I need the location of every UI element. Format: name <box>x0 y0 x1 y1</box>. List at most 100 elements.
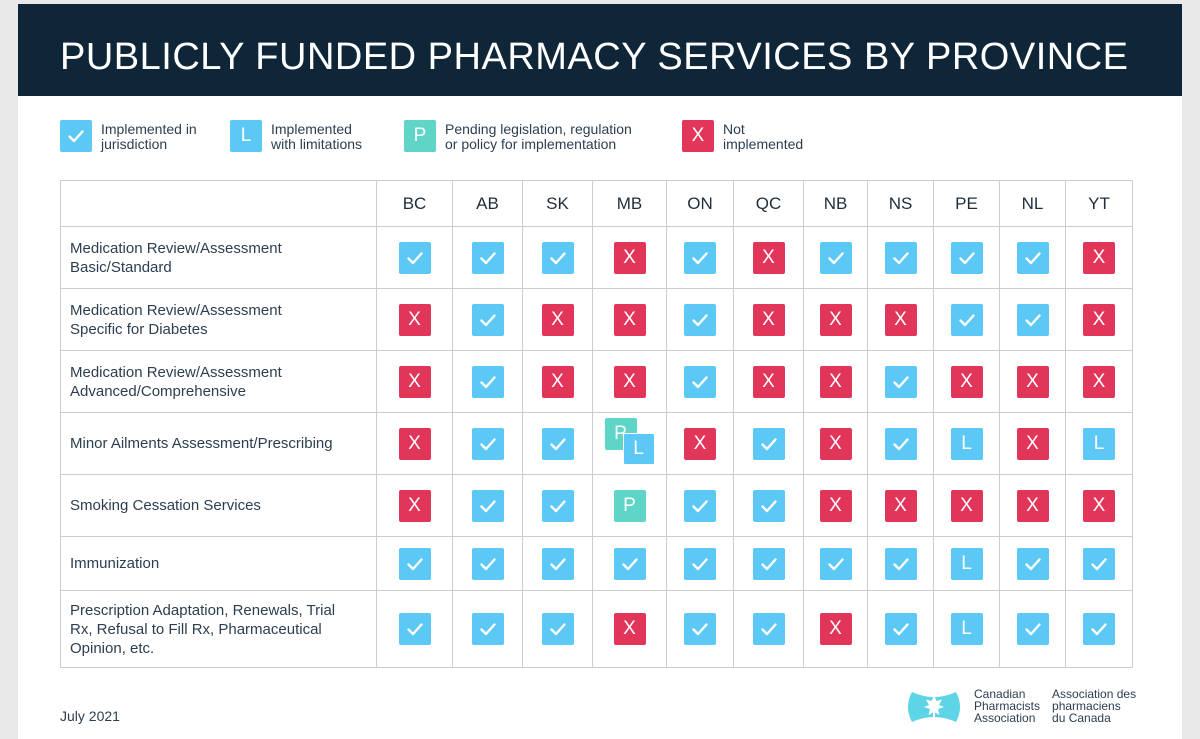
status-cell: X <box>592 288 667 351</box>
status-cell: X <box>999 412 1066 475</box>
status-cell <box>666 288 734 351</box>
status-cell: L <box>933 590 1000 668</box>
logo-text-french: Association des pharmaciens du Canada <box>1052 688 1136 724</box>
not-implemented-icon: X <box>819 365 852 398</box>
checkmark-icon <box>613 547 646 580</box>
status-cell <box>1065 536 1133 591</box>
status-cell <box>452 474 523 537</box>
not-implemented-icon: X <box>398 365 431 398</box>
service-name-line: Prescription Adaptation, Renewals, Trial <box>70 601 336 619</box>
table-row: Minor Ailments Assessment/Prescribing X P L… <box>60 412 1133 475</box>
status-cell <box>666 226 734 289</box>
not-implemented-icon: X <box>1083 489 1115 522</box>
not-implemented-icon: X <box>884 489 917 522</box>
not-implemented-icon: X <box>684 427 716 460</box>
status-cell <box>452 412 523 475</box>
service-name-line: Rx, Refusal to Fill Rx, Pharmaceutical <box>70 620 322 638</box>
checkmark-icon <box>1016 303 1049 336</box>
checkmark-icon <box>471 241 504 274</box>
status-cell <box>522 590 593 668</box>
status-cell <box>867 226 934 289</box>
checkmark-icon <box>471 489 504 522</box>
checkmark-icon <box>684 489 716 522</box>
checkmark-icon <box>884 547 917 580</box>
checkmark-icon <box>752 427 785 460</box>
status-cell: X <box>522 288 593 351</box>
province-header: NL <box>999 180 1066 227</box>
status-cell: X <box>592 590 667 668</box>
cpha-logo: Canadian Pharmacists Association Associa… <box>904 688 1148 726</box>
status-cell: X <box>803 288 868 351</box>
limitations-icon: L <box>230 120 262 152</box>
limitations-icon: L <box>950 427 983 460</box>
status-cell <box>999 288 1066 351</box>
province-header: PE <box>933 180 1000 227</box>
legend-item: X Not implemented <box>682 120 803 152</box>
status-cell <box>1065 590 1133 668</box>
not-implemented-icon: X <box>950 489 983 522</box>
limitations-icon: L <box>1083 427 1115 460</box>
not-implemented-icon: X <box>950 365 983 398</box>
status-cell: X <box>592 350 667 413</box>
not-implemented-icon: X <box>1083 241 1115 274</box>
service-name: Immunization <box>60 536 377 591</box>
service-name-line: Immunization <box>70 555 160 572</box>
checkmark-icon <box>1016 613 1049 645</box>
status-cell <box>666 350 734 413</box>
not-implemented-icon: X <box>613 241 646 274</box>
status-cell <box>522 474 593 537</box>
status-cell: X <box>376 288 453 351</box>
status-cell: X <box>733 226 804 289</box>
status-cell: X <box>999 350 1066 413</box>
status-cell <box>933 226 1000 289</box>
logo-text-line: Association <box>974 711 1036 725</box>
status-cell: X <box>867 288 934 351</box>
legend-label-line: Not <box>723 121 745 137</box>
maple-leaf-logo-icon <box>904 688 964 726</box>
status-cell <box>452 226 523 289</box>
checkmark-icon <box>684 303 716 336</box>
service-name: Medication Review/Assessment Specific for… <box>60 288 377 351</box>
status-cell: X <box>803 474 868 537</box>
service-name-line: Medication Review/Assessment <box>70 363 282 381</box>
province-header: ON <box>666 180 734 227</box>
page-title: PUBLICLY FUNDED PHARMACY SERVICES BY PRO… <box>60 36 1129 78</box>
legend-item: Implemented in jurisdiction <box>60 120 197 152</box>
checkmark-icon <box>684 613 716 645</box>
province-header: YT <box>1065 180 1133 227</box>
service-name-line: Minor Ailments Assessment/Prescribing <box>70 435 333 452</box>
table-row: Prescription Adaptation, Renewals, Trial… <box>60 590 1133 668</box>
checkmark-icon <box>684 365 716 398</box>
not-implemented-icon: X <box>613 303 646 336</box>
status-cell: X <box>1065 474 1133 537</box>
status-cell: X <box>803 590 868 668</box>
status-cell: P <box>592 474 667 537</box>
checkmark-icon <box>471 427 504 460</box>
logo-text-line: pharmaciens <box>1052 699 1121 713</box>
table-row: Medication Review/Assessment Basic/Standa… <box>60 226 1133 289</box>
status-cell <box>666 536 734 591</box>
status-cell: X <box>592 226 667 289</box>
checkmark-icon <box>684 241 716 274</box>
status-cell: X <box>999 474 1066 537</box>
status-cell: L <box>933 412 1000 475</box>
status-cell: X <box>733 288 804 351</box>
not-implemented-icon: X <box>1016 489 1049 522</box>
not-implemented-icon: X <box>1016 427 1049 460</box>
status-cell <box>867 350 934 413</box>
status-cell <box>867 590 934 668</box>
not-implemented-icon: X <box>613 613 646 645</box>
status-cell: L <box>1065 412 1133 475</box>
status-cell: X <box>803 350 868 413</box>
service-name-line: Medication Review/Assessment <box>70 301 282 319</box>
legend-label-line: Implemented in <box>101 121 197 137</box>
not-implemented-icon: X <box>541 365 574 398</box>
status-cell <box>376 536 453 591</box>
status-cell <box>733 590 804 668</box>
checkmark-icon <box>884 427 917 460</box>
service-name: Prescription Adaptation, Renewals, Trial… <box>60 590 377 668</box>
checkmark-icon <box>541 241 574 274</box>
province-header: BC <box>376 180 453 227</box>
province-header: NS <box>867 180 934 227</box>
